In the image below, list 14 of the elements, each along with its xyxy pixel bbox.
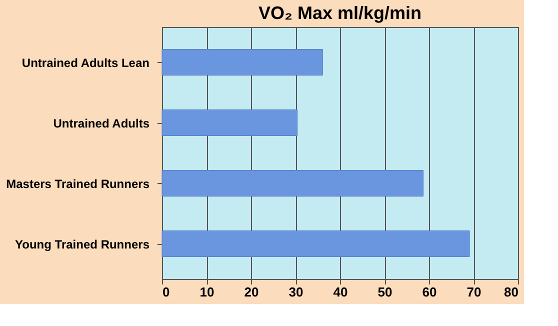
x-tick-label: 0 — [162, 284, 170, 300]
y-tick-label: Young Trained Runners — [15, 237, 150, 252]
x-tick-label: 40 — [333, 284, 348, 300]
x-tick-label: 30 — [288, 284, 304, 300]
y-tick-label: Untrained Adults — [53, 116, 150, 130]
chart-title: VO₂ Max ml/kg/min — [258, 3, 422, 23]
y-tick-label: Untrained Adults Lean — [22, 56, 150, 70]
x-tick-label: 20 — [244, 284, 259, 300]
x-tick-label: 60 — [422, 284, 437, 300]
x-tick-label: 50 — [378, 284, 392, 300]
x-tick-label: 10 — [200, 284, 214, 300]
x-tick-label: 70 — [466, 284, 482, 300]
x-tick-label: 80 — [504, 284, 518, 300]
y-tick-label: Masters Trained Runners — [6, 176, 150, 191]
